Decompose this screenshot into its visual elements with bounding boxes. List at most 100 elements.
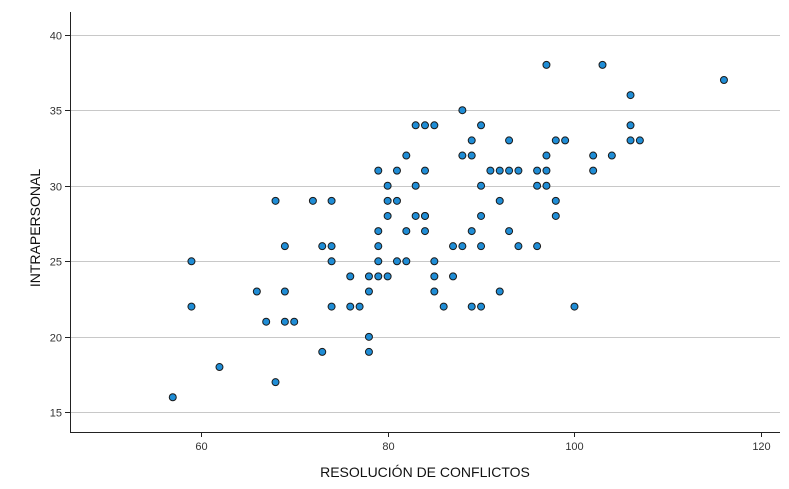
data-point	[421, 227, 429, 236]
data-point	[551, 136, 560, 145]
data-point	[262, 317, 271, 326]
data-point	[374, 166, 383, 175]
data-point	[411, 121, 420, 130]
data-point	[346, 302, 355, 311]
data-point	[280, 242, 289, 251]
data-point	[589, 151, 598, 160]
data-point	[327, 196, 336, 205]
data-point	[514, 242, 523, 251]
data-point	[252, 287, 261, 296]
x-tick-label: 60	[195, 441, 207, 453]
y-tick-label: 35	[50, 106, 62, 118]
data-point	[533, 166, 542, 175]
data-points	[168, 60, 728, 402]
data-point	[458, 106, 467, 115]
y-tick-label: 25	[50, 257, 62, 269]
y-tick-label: 20	[50, 333, 62, 345]
data-point	[421, 211, 429, 220]
data-point	[327, 302, 336, 311]
data-point	[383, 211, 392, 220]
data-point	[392, 166, 401, 175]
data-point	[430, 121, 439, 130]
data-point	[374, 257, 383, 266]
data-point	[187, 257, 196, 266]
data-point	[505, 227, 514, 236]
x-tick-label: 120	[752, 441, 770, 453]
data-point	[421, 166, 429, 175]
data-point	[364, 347, 373, 356]
data-point	[551, 196, 560, 205]
data-point	[364, 287, 373, 296]
data-point	[449, 242, 458, 251]
data-point	[327, 257, 336, 266]
data-point	[635, 136, 644, 145]
data-point	[477, 181, 486, 190]
data-point	[364, 272, 373, 281]
data-point	[505, 166, 514, 175]
data-point	[411, 211, 420, 220]
data-point	[495, 166, 504, 175]
data-point	[626, 121, 635, 130]
x-tick-label: 80	[382, 441, 394, 453]
data-point	[719, 75, 728, 84]
y-tick-label: 40	[50, 31, 62, 43]
data-point	[542, 151, 551, 160]
data-point	[467, 151, 476, 160]
data-point	[449, 272, 458, 281]
data-point	[430, 257, 439, 266]
tick-labels: 15 20 25 30 35 40 60 80 100 120	[50, 31, 771, 454]
data-point	[589, 166, 598, 175]
data-point	[458, 151, 467, 160]
data-point	[355, 302, 364, 311]
data-point	[383, 181, 392, 190]
data-point	[308, 196, 317, 205]
grid-lines	[70, 35, 780, 413]
data-point	[318, 347, 327, 356]
data-point	[215, 363, 224, 372]
data-point	[495, 196, 504, 205]
data-point	[271, 378, 280, 387]
data-point	[477, 211, 486, 220]
data-point	[458, 242, 467, 251]
data-point	[467, 136, 476, 145]
x-axis-title: RESOLUCIÓN DE CONFLICTOS	[320, 464, 530, 480]
data-point	[533, 242, 542, 251]
data-point	[626, 91, 635, 100]
y-axis-title: INTRAPERSONAL	[27, 169, 43, 287]
data-point	[533, 181, 542, 190]
y-tick-label: 30	[50, 182, 62, 194]
data-point	[327, 242, 336, 251]
data-point	[392, 257, 401, 266]
data-point	[383, 196, 392, 205]
data-point	[607, 151, 616, 160]
data-point	[346, 272, 355, 281]
data-point	[598, 60, 607, 69]
data-point	[467, 227, 476, 236]
data-point	[374, 227, 383, 236]
data-point	[477, 302, 486, 311]
data-point	[383, 272, 392, 281]
data-point	[514, 166, 523, 175]
data-point	[477, 121, 486, 130]
data-point	[364, 332, 373, 341]
data-point	[430, 272, 439, 281]
data-point	[318, 242, 327, 251]
data-point	[430, 287, 439, 296]
data-point	[411, 181, 420, 190]
data-point	[551, 211, 560, 220]
data-point	[542, 166, 551, 175]
x-tick-label: 100	[565, 441, 583, 453]
data-point	[467, 302, 476, 311]
data-point	[280, 317, 289, 326]
data-point	[439, 302, 448, 311]
data-point	[402, 227, 411, 236]
data-point	[505, 136, 514, 145]
data-point	[486, 166, 495, 175]
data-point	[271, 196, 280, 205]
data-point	[495, 287, 504, 296]
data-point	[477, 242, 486, 251]
y-tick-label: 15	[50, 408, 62, 420]
axes	[70, 12, 780, 433]
data-point	[626, 136, 635, 145]
